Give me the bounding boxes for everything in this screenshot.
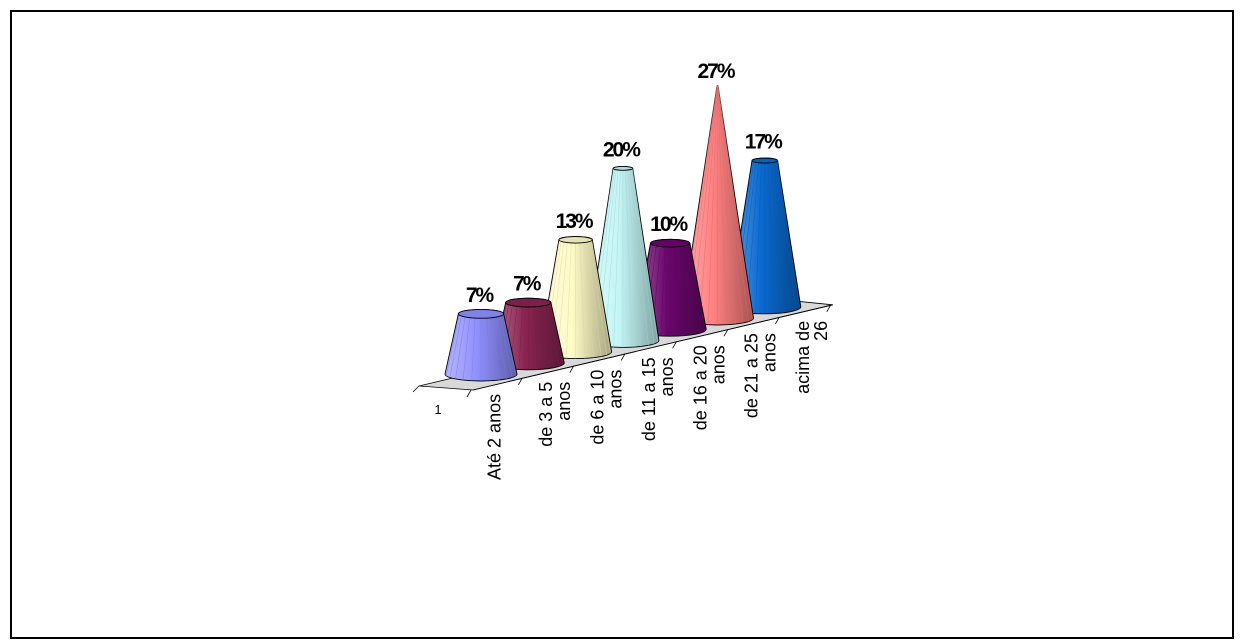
axis-tick <box>826 304 832 312</box>
data-labels-group: 17% 27% 10% 20% 13% 7% 7% <box>466 60 785 307</box>
cone-facet <box>717 85 749 322</box>
cone-facet <box>518 306 523 370</box>
data-label-7: 17% <box>745 131 783 154</box>
cone-facet <box>767 162 775 314</box>
cone-3 <box>539 236 613 360</box>
cones-group <box>444 85 802 382</box>
cone-facet <box>500 315 513 378</box>
cone-facet <box>717 85 728 325</box>
cone-facet <box>773 162 791 312</box>
data-label-5: 10% <box>650 213 688 236</box>
axis-tick <box>518 377 523 386</box>
cone-top <box>751 157 779 164</box>
cone-facet <box>686 245 702 333</box>
axis-tick <box>775 316 780 325</box>
cone-facet <box>717 85 736 325</box>
cone-facet <box>589 241 608 356</box>
data-label-3: 13% <box>556 210 594 233</box>
data-label-4: 20% <box>603 138 641 161</box>
cone-facet <box>449 315 462 378</box>
cone-facet <box>604 170 619 347</box>
cone-facet <box>591 240 611 354</box>
data-label-6: 27% <box>697 60 735 83</box>
cone-facet <box>674 246 680 336</box>
cone-top <box>457 308 505 319</box>
cone-facet <box>625 170 633 348</box>
cone-facet <box>717 85 744 323</box>
cone-facet <box>770 162 784 313</box>
cone-facet <box>632 168 658 343</box>
cone-facet <box>775 161 797 311</box>
cone-facet <box>688 244 706 332</box>
cone-facet <box>683 245 696 335</box>
cone-facet <box>486 318 491 381</box>
cone-top <box>558 236 593 244</box>
axis-tick <box>723 328 729 337</box>
cone-facet <box>455 316 466 379</box>
cone-facet <box>707 85 718 325</box>
category-label-6: de 21 a 25anos <box>742 333 780 418</box>
cone-facet <box>755 162 762 314</box>
cone-facet <box>502 314 517 376</box>
axis-tick <box>466 389 472 398</box>
cone-facet <box>717 85 753 320</box>
cone-facet <box>627 170 642 347</box>
category-label-5: de 16 a 20anos <box>690 345 728 430</box>
category-label-3: de 6 a 10anos <box>588 370 626 445</box>
cone-facet <box>583 242 594 358</box>
axis-tick <box>620 353 626 361</box>
cone-facet <box>445 314 460 376</box>
data-label-2: 7% <box>513 273 542 296</box>
axis-tick <box>569 365 575 373</box>
category-label-2: de 3 a 5anos <box>536 382 574 447</box>
cone-facet <box>579 242 586 359</box>
cone-facet <box>544 305 555 368</box>
cone-facet <box>533 306 538 370</box>
axis-tick <box>412 385 420 393</box>
category-label-7: acima de26 <box>793 321 831 394</box>
data-label-1: 7% <box>466 284 495 307</box>
cone-facet <box>660 246 666 336</box>
cone-facet <box>547 304 560 367</box>
axis-tick <box>672 341 677 349</box>
category-label-1: Até 2 anos <box>485 394 505 480</box>
cone-facet <box>539 306 547 369</box>
chart-frame: 17% 27% 10% 20% 13% 7% 7% 1 Até 2 anos de 3 a 5a… <box>10 10 1234 639</box>
cone-chart: 17% 27% 10% 20% 13% 7% 7% 1 Até 2 anos de 3 a 5a… <box>412 60 833 480</box>
cone-top <box>612 166 634 171</box>
cone-facet <box>492 317 500 381</box>
cone-facet <box>629 169 649 346</box>
category-axis <box>472 304 833 391</box>
cone-facet <box>565 242 572 359</box>
cone-facet <box>631 169 655 344</box>
cone-facet <box>587 242 602 357</box>
cone-facet <box>699 85 718 325</box>
cone-facet <box>679 246 689 336</box>
cone-facet <box>471 318 476 381</box>
series-label: 1 <box>434 402 441 417</box>
cone-top <box>650 238 691 248</box>
category-labels-group: 1 Até 2 anos de 3 a 5anos de 6 a 10anos de 1… <box>434 321 831 480</box>
cone-facet <box>776 161 800 309</box>
cone-1 <box>444 308 518 382</box>
cone-facet <box>549 303 564 365</box>
cone-6 <box>681 85 754 326</box>
cone-facet <box>462 317 470 381</box>
category-label-4: de 11 a 15anos <box>639 357 677 441</box>
cone-facet <box>613 170 621 348</box>
cone-top <box>505 297 552 308</box>
cone-facet <box>496 316 507 379</box>
